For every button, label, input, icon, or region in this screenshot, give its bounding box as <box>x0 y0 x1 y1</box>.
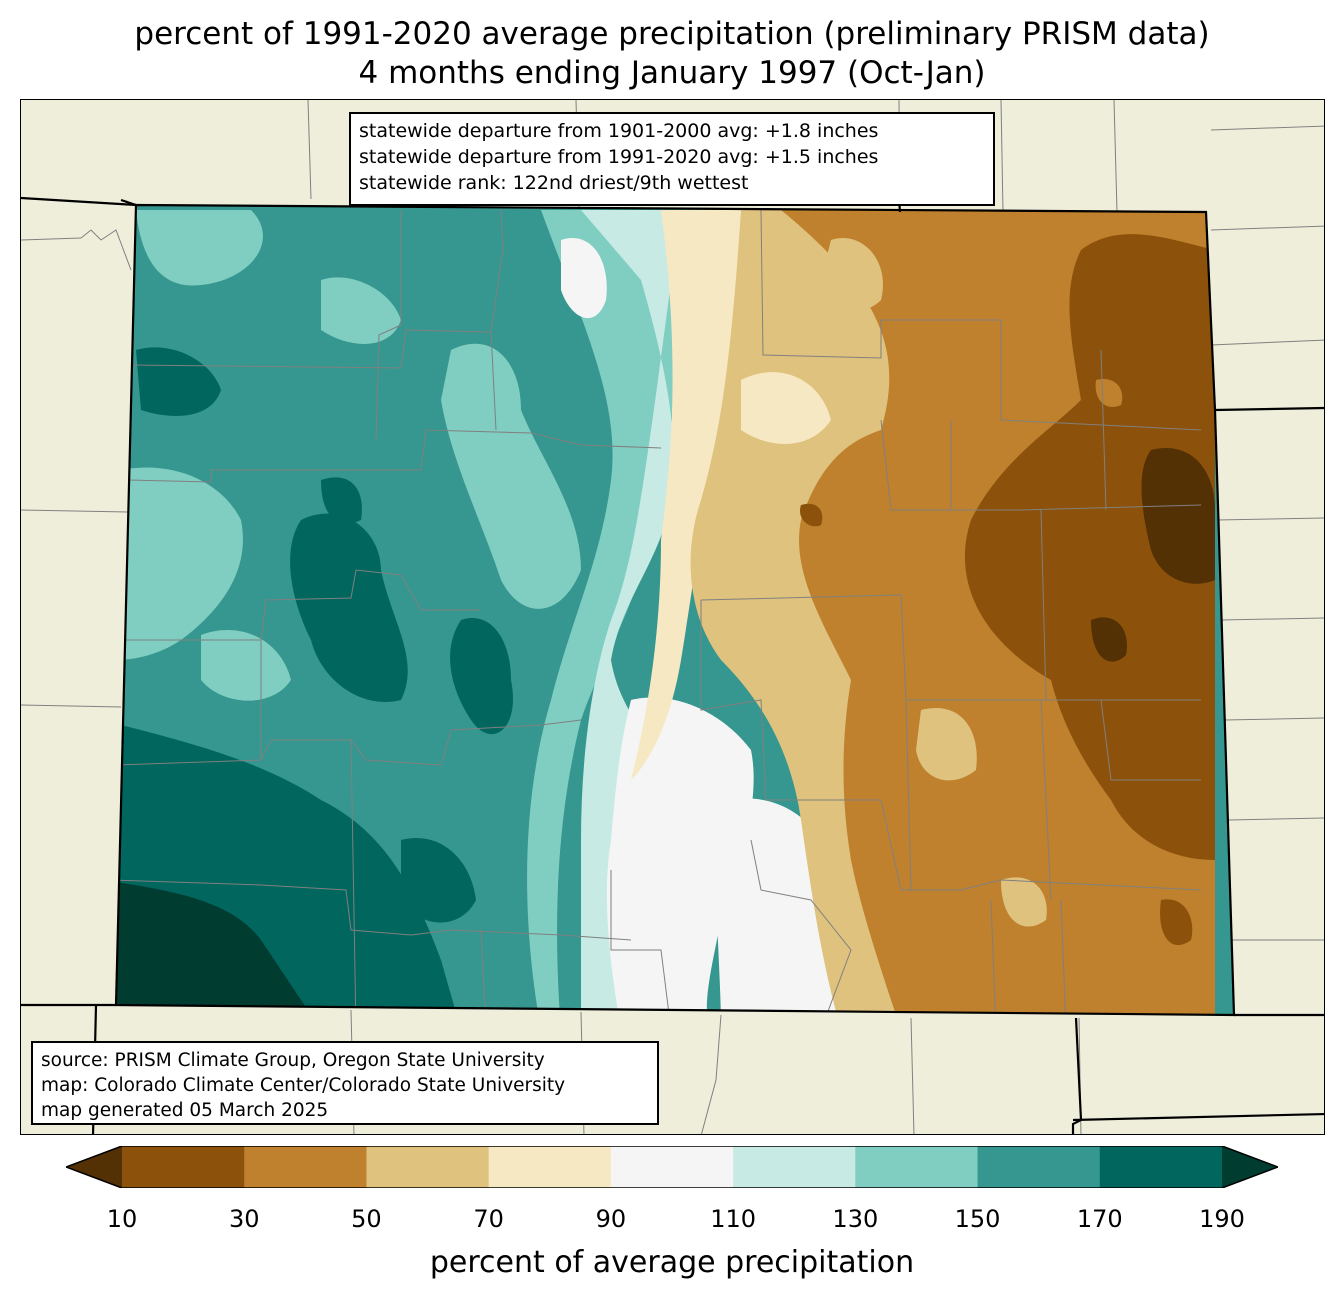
precip-field <box>116 205 1234 1015</box>
map-title-line1: percent of 1991-2020 average precipitati… <box>134 16 1210 52</box>
colorbar-tick-label: 90 <box>595 1205 627 1233</box>
statewide-stats-box: statewide departure from 1901-2000 avg: … <box>349 112 995 206</box>
colorbar-tick-label: 130 <box>832 1205 879 1233</box>
stats-line-1: statewide departure from 1901-2000 avg: … <box>359 120 879 142</box>
source-line-1: source: PRISM Climate Group, Oregon Stat… <box>41 1050 545 1071</box>
colorbar-segment <box>855 1146 979 1188</box>
colorbar-segment <box>488 1146 612 1188</box>
colorbar-segment <box>977 1146 1101 1188</box>
colorbar-tick-label: 30 <box>228 1205 260 1233</box>
colorbar-tick-label: 10 <box>106 1205 138 1233</box>
colorbar-extend-low <box>66 1146 122 1188</box>
colorbar-tick-label: 50 <box>351 1205 382 1233</box>
colorbar-segment <box>244 1146 367 1188</box>
source-box: source: PRISM Climate Group, Oregon Stat… <box>31 1041 659 1125</box>
source-line-3: map generated 05 March 2025 <box>41 1100 329 1121</box>
colorbar-segment <box>610 1146 734 1188</box>
stats-line-2: statewide departure from 1991-2020 avg: … <box>359 146 879 168</box>
colorbar-segment <box>122 1146 245 1188</box>
colorbar-tick-label: 110 <box>710 1205 757 1233</box>
colorbar-segment <box>1099 1146 1223 1188</box>
colorbar-tick-label: 190 <box>1199 1205 1245 1233</box>
colorbar <box>66 1146 1278 1188</box>
map-panel <box>20 99 1325 1135</box>
colorado-map <box>21 100 1324 1134</box>
source-line-2: map: Colorado Climate Center/Colorado St… <box>41 1075 566 1096</box>
stats-line-3: statewide rank: 122nd driest/9th wettest <box>359 172 749 194</box>
map-title-line2: 4 months ending January 1997 (Oct-Jan) <box>358 55 986 91</box>
county-lines <box>116 209 1202 1015</box>
colorbar-label: percent of average precipitation <box>429 1245 915 1280</box>
colorbar-tick-label: 170 <box>1076 1205 1123 1233</box>
colorbar-extend-high <box>1222 1146 1278 1188</box>
colorbar-segment <box>733 1146 856 1188</box>
colorbar-segment <box>366 1146 490 1188</box>
colorbar-tick-label: 150 <box>954 1205 1001 1233</box>
colorbar-tick-label: 70 <box>473 1205 504 1233</box>
